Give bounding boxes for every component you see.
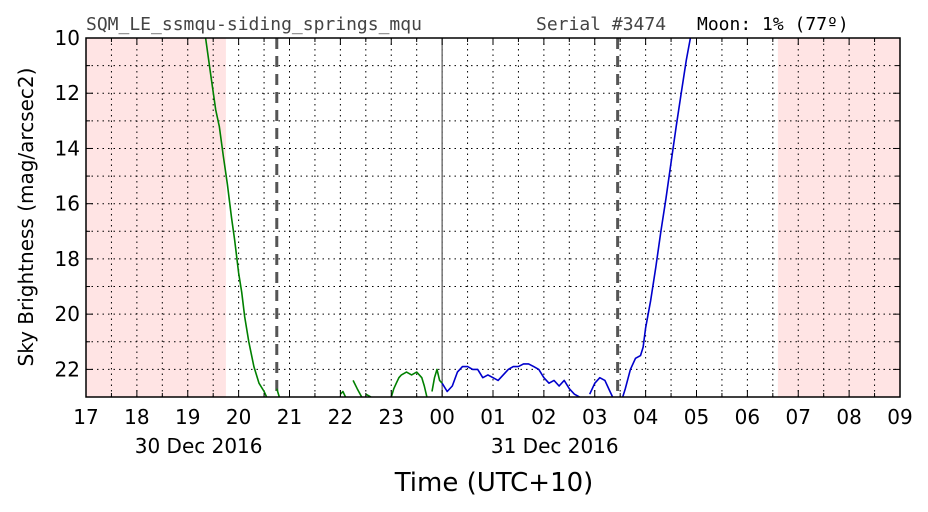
y-tick-label: 22 <box>55 357 80 381</box>
x-tick-label: 08 <box>836 405 861 429</box>
y-tick-labels: 10 12 14 16 18 20 22 <box>55 26 80 381</box>
y-tick-label: 14 <box>55 136 80 160</box>
y-tick-label: 10 <box>55 26 80 50</box>
daytime-shade <box>86 38 226 397</box>
x-tick-label: 19 <box>175 405 200 429</box>
x-tick-label: 22 <box>328 405 353 429</box>
x-tick-label: 07 <box>786 405 811 429</box>
x-tick-label: 02 <box>531 405 556 429</box>
x-tick-label: 01 <box>480 405 505 429</box>
event-lines <box>275 38 620 397</box>
x-tick-label: 21 <box>277 405 302 429</box>
x-tick-label: 17 <box>73 405 98 429</box>
x-tick-labels: 17 18 19 20 21 22 23 00 01 02 03 04 05 06 07 08 09 <box>73 405 912 429</box>
station-name: SQM_LE_ssmqu-siding_springs_mqu <box>86 14 422 35</box>
serial-number: Serial #3474 <box>536 14 667 35</box>
y-tick-label: 16 <box>55 192 80 216</box>
x-tick-label: 20 <box>226 405 251 429</box>
series-line <box>441 38 692 397</box>
x-tick-label: 23 <box>379 405 404 429</box>
axis-ticks <box>85 37 901 398</box>
x-tick-label: 00 <box>429 405 454 429</box>
series-line <box>204 38 443 397</box>
x-tick-label: 09 <box>887 405 912 429</box>
data-series <box>204 38 692 397</box>
daytime-shade <box>777 38 900 397</box>
grid <box>86 38 900 397</box>
date-label: 31 Dec 2016 <box>491 434 619 458</box>
y-tick-label: 18 <box>55 247 80 271</box>
x-tick-label: 18 <box>124 405 149 429</box>
x-tick-label: 05 <box>684 405 709 429</box>
y-tick-label: 12 <box>55 81 80 105</box>
date-labels: 30 Dec 2016 31 Dec 2016 <box>135 434 619 458</box>
x-tick-label: 04 <box>633 405 658 429</box>
y-tick-label: 20 <box>55 302 80 326</box>
x-tick-label: 06 <box>735 405 760 429</box>
x-axis-title: Time (UTC+10) <box>394 468 594 498</box>
moon-info: Moon: 1% (77º) <box>697 14 849 35</box>
y-axis-title: Sky Brightness (mag/arcsec2) <box>14 68 38 367</box>
date-label: 30 Dec 2016 <box>135 434 263 458</box>
x-tick-label: 03 <box>582 405 607 429</box>
daytime-shading <box>86 38 900 397</box>
